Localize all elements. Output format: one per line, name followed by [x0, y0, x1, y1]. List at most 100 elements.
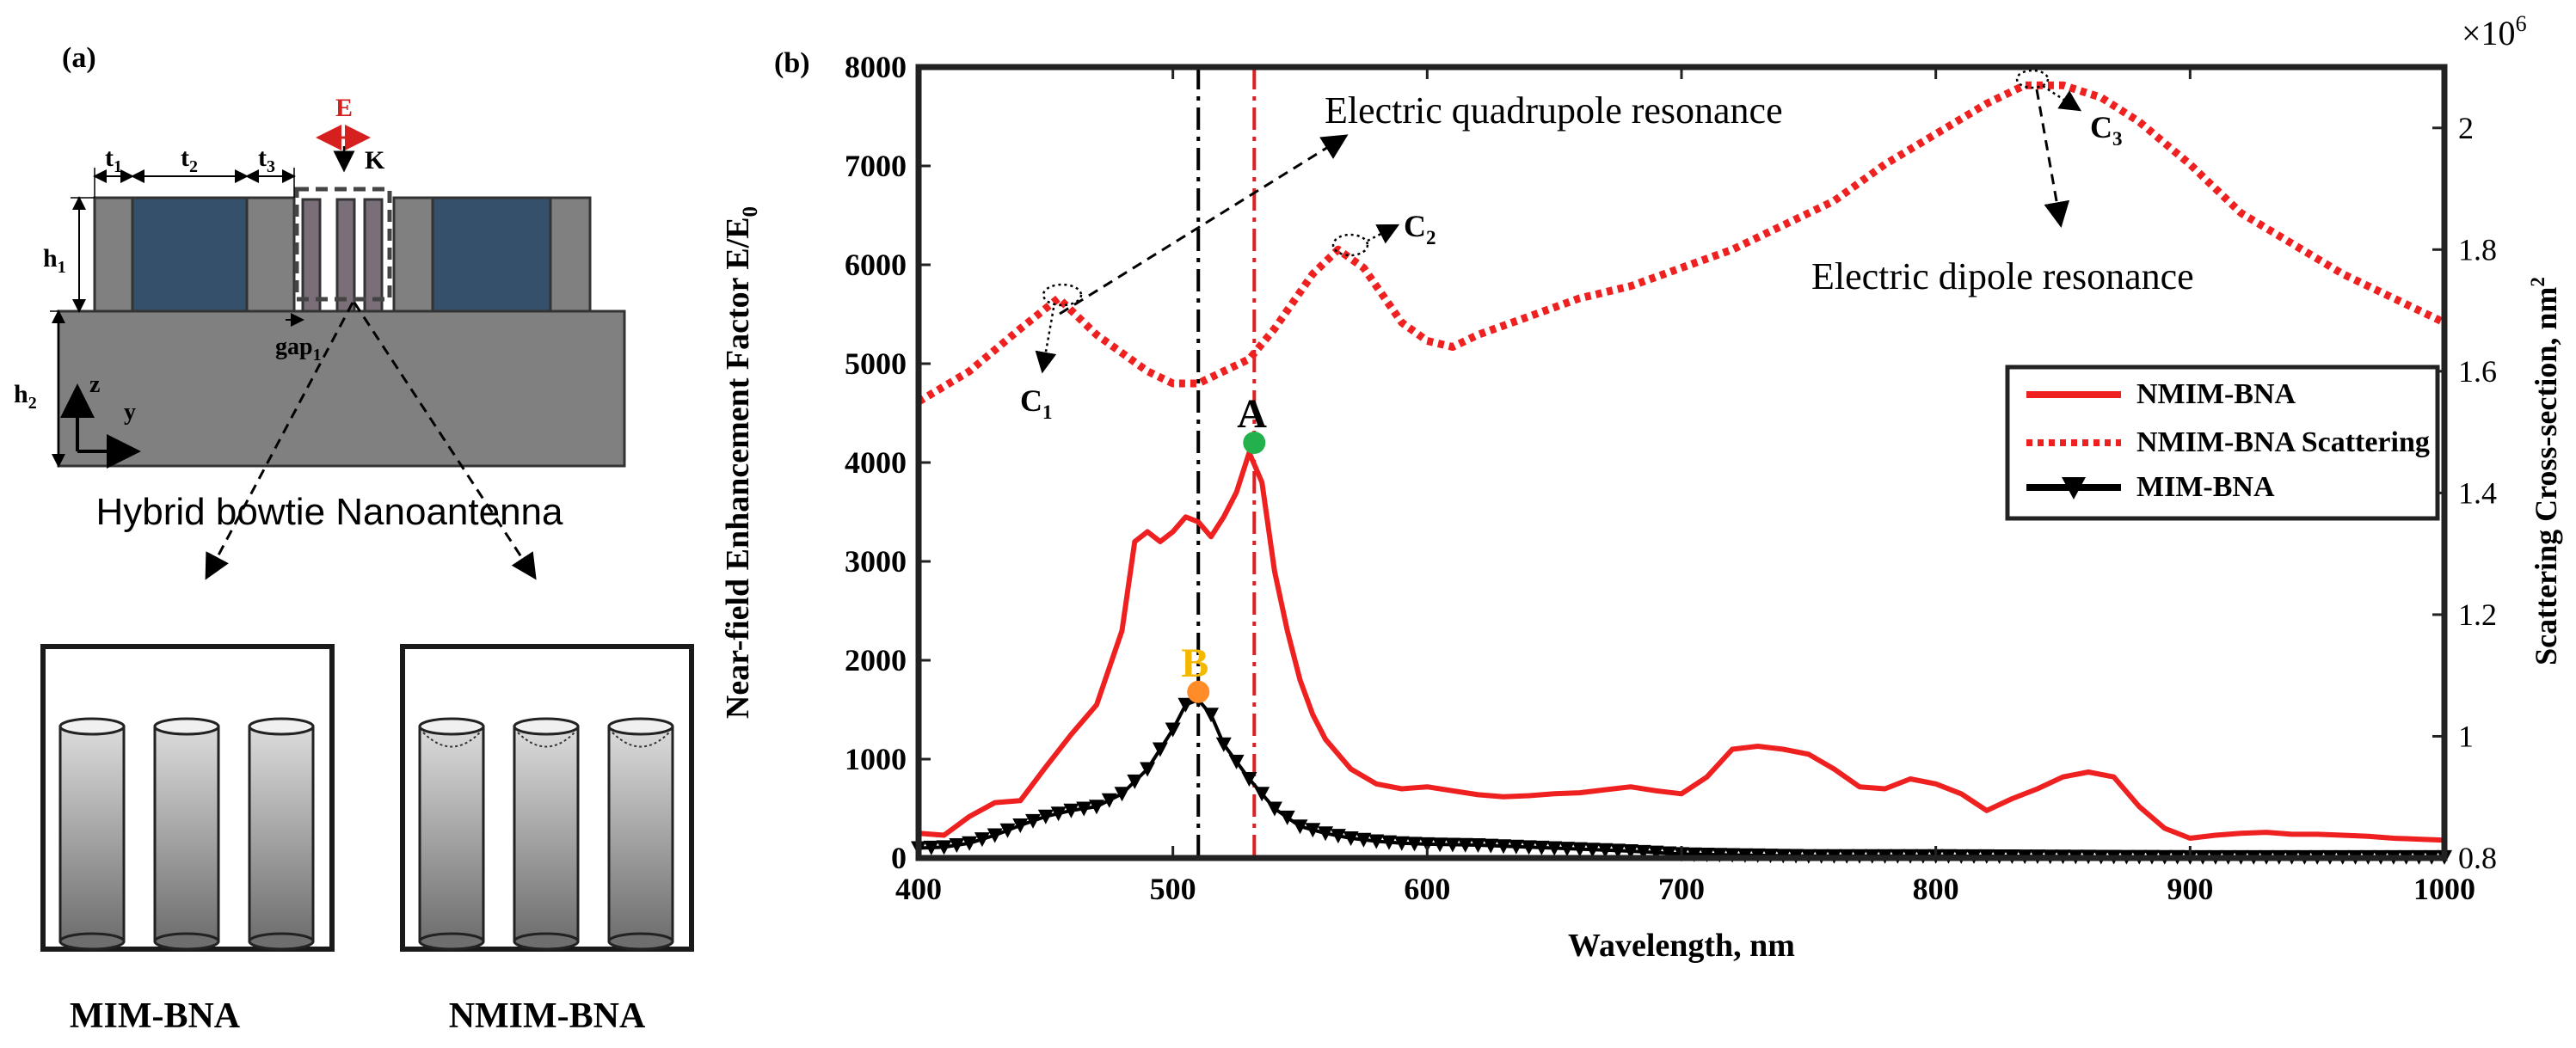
mim-marker — [1470, 838, 1486, 854]
x-tick-label: 600 — [1404, 872, 1450, 906]
panel-b: (b) A B 400 500 600 700 800 900 1000 0 1000 2000 300… — [720, 11, 2563, 964]
mim-marker — [1228, 754, 1245, 769]
y-right-tick-label: 1.6 — [2458, 354, 2497, 389]
mim-marker — [1521, 840, 1537, 855]
mim-marker — [1076, 801, 1092, 817]
mim-marker — [1318, 826, 1334, 842]
y-left-tick-label: 6000 — [845, 248, 907, 282]
panel-b-label: (b) — [774, 47, 810, 79]
mim-marker — [1534, 840, 1550, 855]
inset-mim-caption: MIM-BNA — [70, 996, 241, 1036]
mim-marker — [1393, 836, 1410, 851]
point-label-a: A — [1237, 391, 1267, 437]
mim-marker — [1292, 819, 1308, 835]
axis-y: y — [124, 399, 136, 426]
mim-marker — [949, 838, 965, 854]
dim-t3: t3 — [258, 144, 275, 176]
mim-marker — [1546, 841, 1563, 856]
c1-arrow — [1035, 307, 1057, 374]
dim-h1: h1 — [43, 244, 66, 277]
y-right-axis-label: Scattering Cross-section, nm2 — [2527, 277, 2563, 665]
annotation-dipole: Electric dipole resonance — [1811, 255, 2194, 297]
point-label-b: B — [1181, 640, 1208, 686]
legend-entry-2: MIM-BNA — [2136, 471, 2275, 503]
y-right-tick-label: 1 — [2458, 719, 2474, 753]
mim-marker — [1140, 762, 1156, 777]
axis-z: z — [89, 371, 100, 398]
mim-marker — [1254, 787, 1270, 802]
c3-circle — [2015, 69, 2050, 89]
mim-marker — [1496, 839, 1512, 855]
y-right-tick-label: 0.8 — [2458, 841, 2497, 875]
mim-marker — [1063, 803, 1079, 818]
mim-marker — [1622, 843, 1638, 859]
mim-marker — [1419, 837, 1436, 852]
mim-marker — [1152, 742, 1168, 757]
mim-marker — [1648, 845, 1664, 861]
right-metal-1 — [392, 196, 434, 313]
legend-entry-1: NMIM-BNA Scattering — [2136, 426, 2430, 458]
mim-marker — [1661, 846, 1677, 861]
panel-a: (a) t1 t2 t3 h1 h2 gap1 — [14, 42, 694, 1036]
wave-K-label: K — [365, 146, 385, 175]
mim-marker — [1610, 843, 1626, 859]
mim-marker — [987, 828, 1003, 843]
c3-arrow — [2042, 84, 2082, 112]
legend-marker — [2062, 477, 2086, 499]
x-axis-label: Wavelength, nm — [1568, 928, 1795, 964]
inset-nmim-cylinders — [418, 717, 674, 951]
rod-3 — [363, 198, 384, 313]
y-right-tick-label: 1.8 — [2458, 232, 2497, 267]
y-right-tick-label: 1.4 — [2458, 475, 2497, 510]
mim-marker — [999, 823, 1016, 838]
annotation-c2: C2 — [1404, 209, 1436, 248]
mim-marker — [1127, 774, 1143, 789]
rod-2 — [335, 198, 356, 313]
right-dielectric — [431, 196, 552, 313]
x-tick-label: 700 — [1658, 872, 1705, 906]
selection-box — [294, 187, 392, 302]
y-left-tick-label: 7000 — [845, 149, 907, 183]
mim-marker — [1305, 823, 1321, 838]
dim-t2: t2 — [181, 144, 198, 176]
y-left-tick-label: 2000 — [845, 643, 907, 677]
mim-marker — [1266, 801, 1282, 817]
x-tick-label: 500 — [1150, 872, 1196, 906]
mim-marker — [1635, 844, 1651, 860]
y-left-axis-label: Near-field Enhancement Factor E/E0 — [720, 206, 762, 719]
y-left-tick-label: 8000 — [845, 50, 907, 84]
mim-marker — [1406, 837, 1423, 852]
rod-1 — [301, 198, 322, 313]
left-metal-t3 — [245, 196, 296, 313]
mim-marker — [1368, 834, 1385, 849]
mim-marker — [1559, 842, 1575, 857]
y-left-tick-label: 0 — [891, 841, 907, 875]
field-E-label: E — [335, 94, 353, 122]
mim-marker — [962, 836, 978, 851]
mim-marker — [1037, 809, 1054, 824]
mim-marker — [1571, 842, 1588, 857]
dim-t1: t1 — [105, 144, 122, 176]
mim-marker — [1101, 793, 1117, 808]
mim-marker — [1215, 737, 1232, 752]
series-line-nmim-bna — [918, 450, 2445, 843]
mim-marker — [936, 840, 952, 855]
mim-marker — [1343, 831, 1359, 846]
c1-circle — [1042, 283, 1083, 307]
mim-marker — [1380, 835, 1397, 850]
mim-marker — [923, 840, 939, 855]
mim-marker — [1279, 810, 1295, 825]
right-metal-2 — [549, 196, 592, 313]
mim-marker — [1165, 722, 1181, 738]
mim-marker — [1686, 847, 1702, 862]
chart-plot: A B 400 500 600 700 800 900 1000 0 1000 2000 3000 400… — [720, 11, 2563, 964]
mim-marker — [1444, 837, 1460, 853]
mim-marker — [1088, 800, 1104, 815]
c2-circle — [1331, 233, 1369, 257]
mim-marker — [1241, 772, 1257, 787]
series-line-nmim-bna-scattering — [916, 81, 2446, 406]
point-b — [1187, 680, 1210, 703]
mim-marker — [1330, 829, 1346, 844]
inset-nmim-caption: NMIM-BNA — [449, 996, 646, 1036]
mim-marker — [1457, 837, 1473, 853]
